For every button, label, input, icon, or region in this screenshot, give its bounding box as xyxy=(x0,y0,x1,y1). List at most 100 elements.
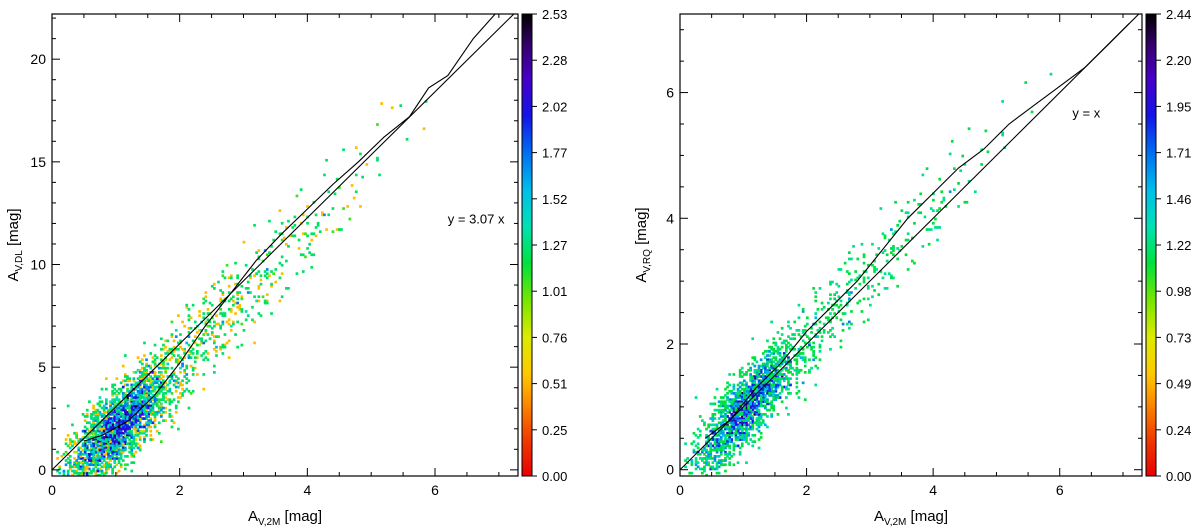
density-cell xyxy=(726,406,729,410)
density-cell xyxy=(740,436,744,439)
density-cell xyxy=(772,381,776,385)
density-cell xyxy=(274,230,278,233)
density-cell xyxy=(234,261,237,265)
density-cell xyxy=(111,469,114,473)
density-cell xyxy=(109,442,112,446)
density-cell xyxy=(88,434,91,437)
density-cell xyxy=(713,427,717,431)
density-cell xyxy=(71,465,74,469)
density-cell xyxy=(707,438,710,441)
density-cell xyxy=(734,398,738,401)
density-cell xyxy=(151,385,155,389)
density-cell xyxy=(768,371,771,374)
density-cell xyxy=(921,173,925,177)
density-cell xyxy=(109,402,112,406)
density-cell xyxy=(740,398,744,401)
density-cell xyxy=(149,375,153,378)
density-cell xyxy=(801,347,805,351)
density-cell xyxy=(711,457,715,460)
density-cell xyxy=(85,427,89,431)
density-cell xyxy=(185,303,189,307)
density-cell xyxy=(793,358,797,362)
density-cell xyxy=(890,247,893,250)
density-cell xyxy=(130,469,134,473)
density-cell xyxy=(736,400,740,404)
density-cell xyxy=(709,455,713,458)
density-cell xyxy=(217,322,220,326)
density-cell xyxy=(774,371,778,374)
density-cell xyxy=(724,413,727,416)
density-cell xyxy=(745,429,748,433)
density-cell xyxy=(162,396,165,399)
density-cell xyxy=(102,415,106,418)
density-cell xyxy=(764,379,767,383)
density-cell xyxy=(719,438,723,441)
density-cell xyxy=(268,251,271,254)
density-cell xyxy=(722,419,725,422)
colorbar-tick-label: 0.51 xyxy=(542,377,567,392)
density-cell xyxy=(143,392,146,395)
density-cell xyxy=(757,446,761,450)
density-cell xyxy=(126,417,129,420)
density-cell xyxy=(789,371,792,374)
density-cell xyxy=(115,408,119,412)
density-cell xyxy=(143,436,146,439)
density-cell xyxy=(740,392,744,395)
density-cell xyxy=(883,236,887,240)
density-cell xyxy=(715,442,719,446)
density-cell xyxy=(151,413,155,416)
density-cell xyxy=(141,429,144,433)
density-cell xyxy=(812,358,815,362)
density-cell xyxy=(803,360,807,364)
density-cell xyxy=(312,232,316,236)
density-cell xyxy=(280,255,284,259)
density-cell xyxy=(132,371,136,374)
density-cell xyxy=(102,457,106,460)
density-cell xyxy=(934,226,937,229)
density-cell xyxy=(155,410,159,414)
density-cell xyxy=(768,383,771,387)
density-cell xyxy=(170,333,174,336)
density-cell xyxy=(244,263,248,267)
density-cell xyxy=(244,287,248,290)
plot-frame xyxy=(51,13,519,477)
density-cell xyxy=(126,427,129,431)
density-cell xyxy=(90,448,93,452)
density-cell xyxy=(732,402,736,406)
density-cell xyxy=(81,442,85,446)
density-cell xyxy=(812,345,815,349)
density-cell xyxy=(1024,81,1028,84)
density-cell xyxy=(98,429,102,433)
density-cell xyxy=(73,465,76,469)
density-cell xyxy=(808,343,811,347)
density-cell xyxy=(948,152,952,156)
density-cell xyxy=(145,396,148,399)
density-cell xyxy=(696,461,700,464)
density-cell xyxy=(310,238,314,242)
density-cell xyxy=(81,463,85,467)
density-cell xyxy=(128,444,131,448)
density-cell xyxy=(90,431,93,435)
density-cell xyxy=(724,463,727,467)
density-cell xyxy=(314,213,318,217)
density-cell xyxy=(713,448,717,452)
density-cell xyxy=(314,226,318,229)
density-cell xyxy=(109,465,112,469)
density-cell xyxy=(115,444,119,448)
density-cell xyxy=(736,383,740,387)
density-cell xyxy=(88,467,91,471)
density-cell xyxy=(117,438,121,441)
density-cell xyxy=(136,356,140,359)
density-cell xyxy=(749,389,752,393)
density-cell xyxy=(795,358,799,362)
density-cell xyxy=(113,450,117,454)
density-cell xyxy=(745,436,748,439)
density-cell xyxy=(696,442,700,446)
density-cell xyxy=(751,394,755,397)
density-cell xyxy=(170,356,174,359)
density-cell xyxy=(105,438,108,441)
density-cell xyxy=(138,360,142,364)
density-cell xyxy=(753,406,757,410)
density-cell xyxy=(100,431,104,435)
density-cell xyxy=(730,455,734,458)
